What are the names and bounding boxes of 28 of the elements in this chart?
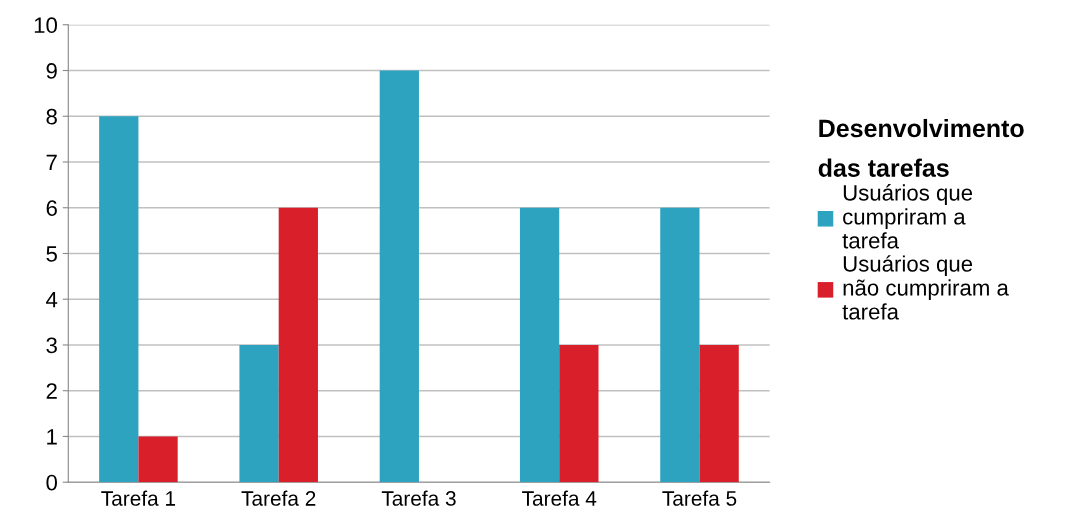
y-tick-label: 6: [46, 200, 57, 217]
y-tick-label: 5: [46, 246, 57, 262]
bar: [699, 344, 739, 483]
y-tick-label: 1: [47, 429, 57, 445]
y-tick-label: 3: [46, 337, 57, 354]
bar: [559, 344, 599, 483]
y-tick-label: 4: [46, 291, 58, 308]
y-tick-label: 9: [46, 63, 57, 79]
bar: [278, 207, 318, 483]
y-tick-label: 7: [46, 154, 57, 171]
legend-title: Desenvolvimento das tarefas: [818, 118, 1024, 177]
x-tick-label: Tarefa 5: [662, 490, 737, 506]
x-tick-label: Tarefa 2: [241, 490, 316, 506]
x-tick-label: Tarefa 1: [101, 490, 176, 506]
x-tick-label: Tarefa 3: [381, 490, 456, 506]
y-tick-label: 10: [34, 17, 58, 34]
legend-label: Usuários que cumpriram a tarefa: [842, 184, 973, 249]
bar: [138, 436, 178, 483]
bar: [379, 70, 419, 483]
y-tick-label: 2: [46, 383, 57, 399]
x-tick-label: Tarefa 4: [522, 490, 597, 506]
legend-label: Usuários que não cumpriram a tarefa: [842, 255, 1009, 320]
y-tick-label: 8: [46, 108, 57, 125]
bar: [660, 207, 700, 483]
bar: [99, 116, 139, 483]
bar: [239, 344, 279, 483]
y-tick-label: 0: [46, 474, 58, 491]
bar: [519, 207, 560, 483]
